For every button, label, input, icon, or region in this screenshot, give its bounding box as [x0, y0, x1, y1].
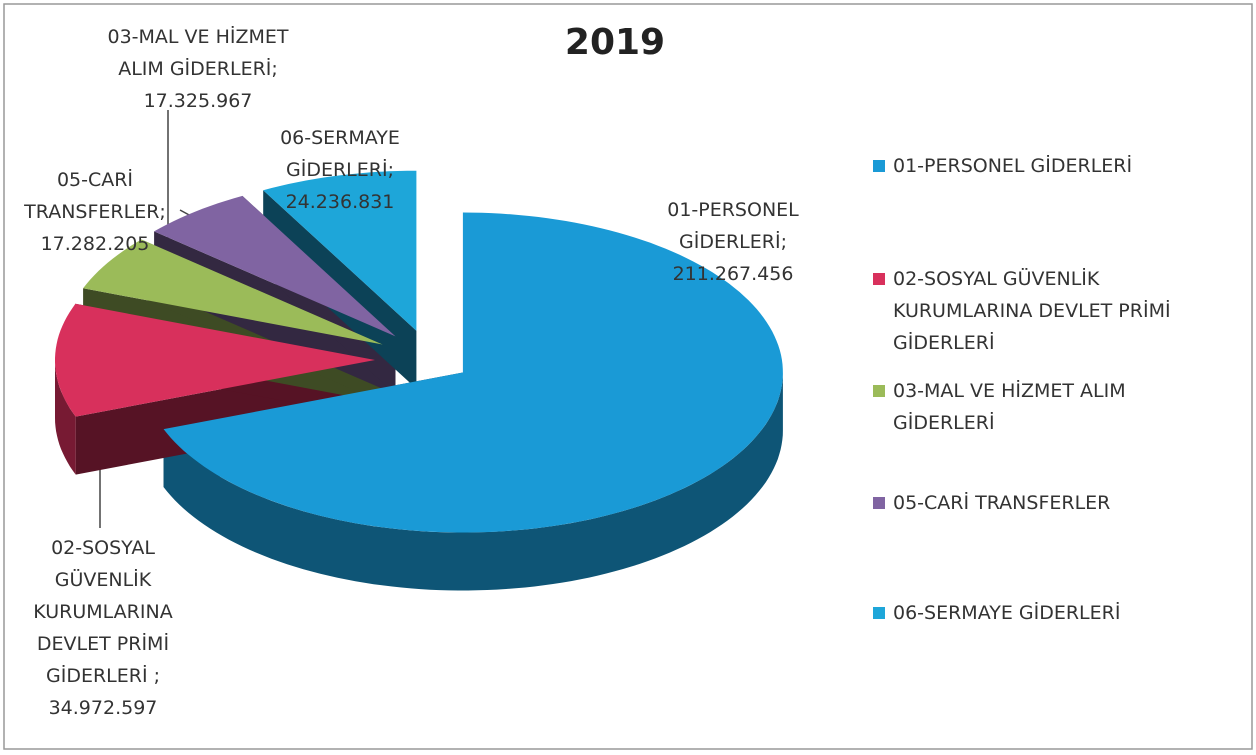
legend-swatch: [873, 385, 885, 397]
data-label: 02-SOSYAL GÜVENLİK KURUMLARINA DEVLET PRİMİ…: [33, 537, 172, 719]
legend-label: 01-PERSONEL GİDERLERİ: [893, 154, 1132, 177]
slice: [55, 303, 375, 417]
data-label: 06-SERMAYE GİDERLERİ; 24.236.831: [280, 127, 400, 213]
chart-title: 2019: [565, 22, 665, 63]
legend-swatch: [873, 497, 885, 509]
legend-label: 02-SOSYAL GÜVENLİK KURUMLARINA DEVLET PRİ…: [893, 267, 1171, 354]
legend-swatch: [873, 160, 885, 172]
slice: [83, 239, 383, 345]
slice: [163, 212, 783, 533]
chart-border: [3, 3, 1253, 750]
slice-side: [55, 360, 76, 475]
legend-swatch: [873, 607, 885, 619]
legend-label: 05-CARİ TRANSFERLER: [893, 491, 1110, 514]
legend-label: 03-MAL VE HİZMET ALIM GİDERLERİ: [893, 379, 1126, 434]
legend-label: 06-SERMAYE GİDERLERİ: [893, 601, 1120, 624]
slice-side: [163, 372, 783, 591]
slice: [263, 170, 417, 331]
data-label: 01-PERSONEL GİDERLERİ; 211.267.456: [667, 199, 799, 285]
data-label: 03-MAL VE HİZMET ALIM GİDERLERİ; 17.325.96…: [107, 25, 288, 112]
slice: [154, 195, 396, 337]
data-label: 05-CARİ TRANSFERLER; 17.282.205: [23, 168, 166, 255]
legend-swatch: [873, 273, 885, 285]
